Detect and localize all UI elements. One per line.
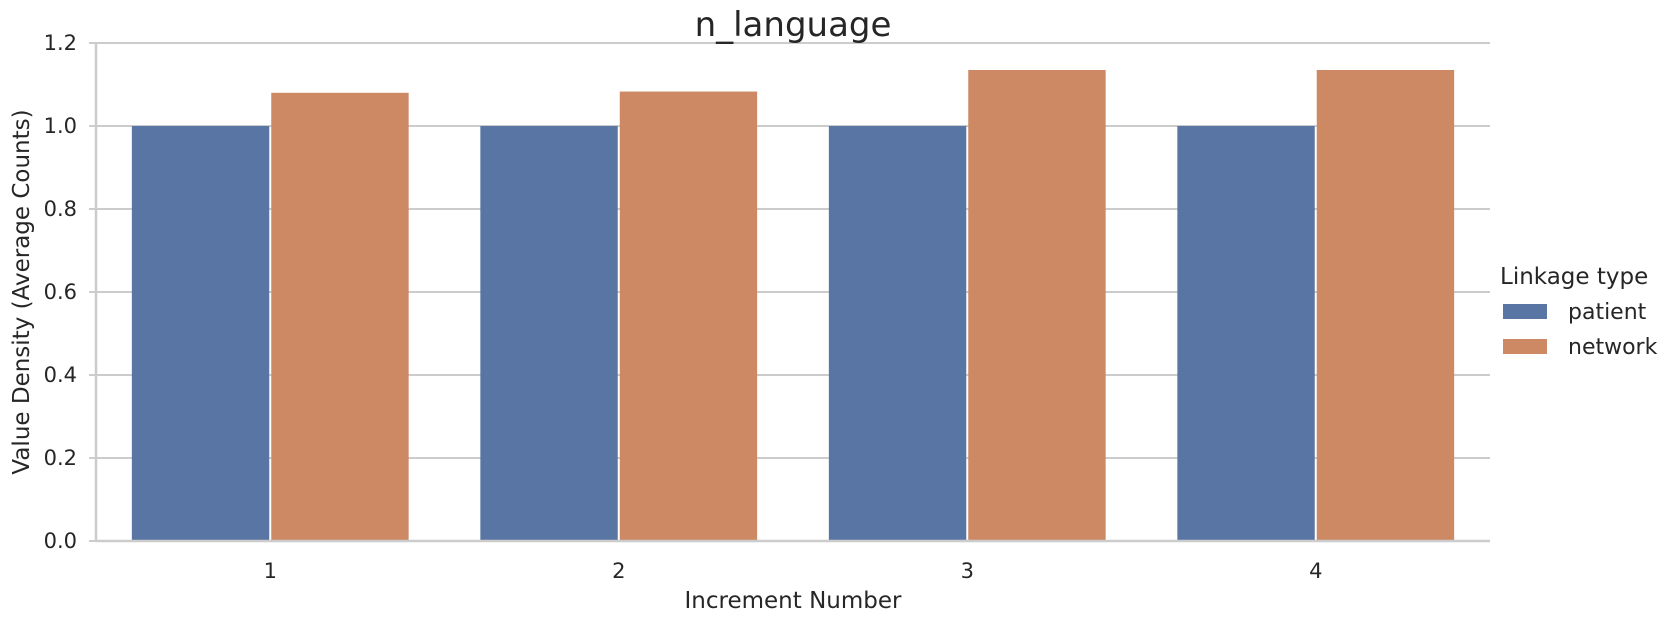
y-tick-label: 0.2 bbox=[44, 446, 77, 470]
bar-network-3 bbox=[968, 69, 1106, 541]
y-axis-title: Value Density (Average Counts) bbox=[9, 109, 35, 474]
x-tick-label: 4 bbox=[1309, 559, 1322, 583]
x-tick-label: 3 bbox=[961, 559, 974, 583]
legend-swatch-patient bbox=[1503, 304, 1547, 319]
y-tick-label: 0.0 bbox=[44, 529, 77, 553]
axes bbox=[89, 42, 1490, 543]
x-tick-label: 2 bbox=[612, 559, 625, 583]
bar-patient-1 bbox=[131, 126, 270, 541]
legend-title: Linkage type bbox=[1500, 264, 1648, 290]
x-axis-title: Increment Number bbox=[685, 588, 903, 614]
legend: Linkage type patient network bbox=[1500, 264, 1658, 360]
legend-swatch-network bbox=[1503, 339, 1547, 354]
x-tick-labels: 1 2 3 4 bbox=[264, 559, 1323, 583]
bar-network-4 bbox=[1316, 69, 1455, 541]
bar-network-2 bbox=[619, 91, 758, 542]
x-tick-label: 1 bbox=[264, 559, 277, 583]
legend-label-patient: patient bbox=[1568, 300, 1647, 325]
legend-label-network: network bbox=[1568, 335, 1658, 360]
y-tick-label: 0.4 bbox=[44, 363, 77, 387]
legend-items: patient network bbox=[1503, 300, 1658, 360]
bars bbox=[131, 69, 1455, 542]
bar-patient-3 bbox=[828, 126, 967, 541]
y-tick-label: 0.6 bbox=[44, 280, 77, 304]
bar-network-1 bbox=[271, 92, 409, 542]
y-tick-label: 1.0 bbox=[44, 114, 77, 138]
bar-patient-4 bbox=[1177, 126, 1315, 541]
y-tick-label: 1.2 bbox=[44, 31, 77, 55]
bar-patient-2 bbox=[480, 126, 618, 541]
chart-title: n_language bbox=[695, 5, 892, 45]
y-tick-label: 0.8 bbox=[44, 197, 77, 221]
y-tick-labels: 0.0 0.2 0.4 0.6 0.8 1.0 1.2 bbox=[44, 31, 77, 553]
